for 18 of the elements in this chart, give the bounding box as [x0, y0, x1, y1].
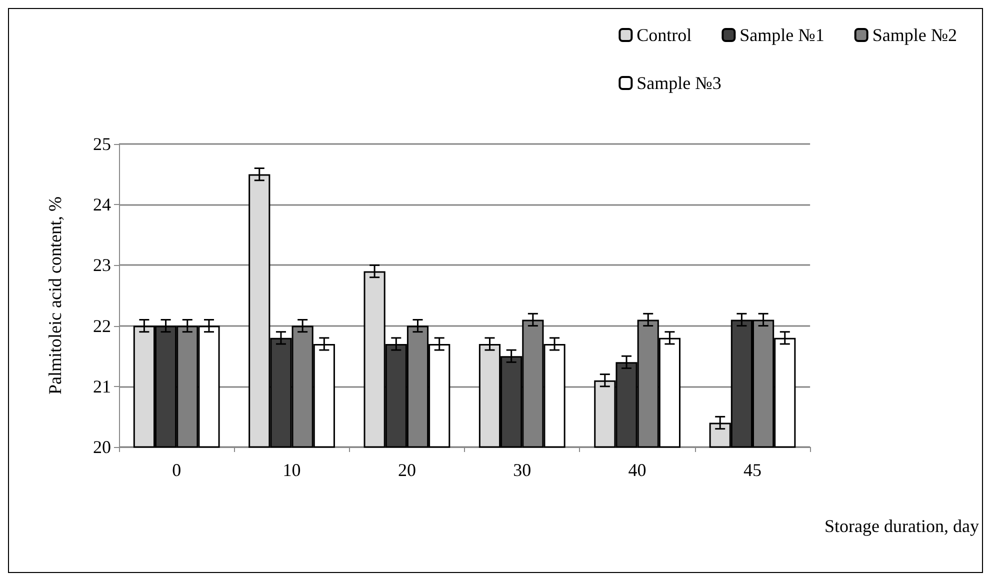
y-tick-label: 21	[93, 376, 111, 396]
y-tick-label: 23	[93, 255, 111, 276]
y-tick-label: 20	[93, 437, 111, 457]
y-axis-title: Palmitoleic acid content, %	[45, 196, 65, 394]
x-tick-label: 45	[743, 460, 762, 480]
x-tick-label: 0	[172, 460, 182, 480]
x-axis-title: Storage duration, day	[824, 516, 980, 536]
legend-label: Sample №3	[636, 73, 722, 93]
legend-label: Sample №2	[872, 25, 958, 45]
y-tick-label: 25	[93, 134, 111, 154]
x-tick-label: 40	[628, 460, 646, 480]
y-tick-label: 22	[93, 316, 111, 336]
legend-label: Control	[636, 25, 692, 45]
x-tick-label: 10	[282, 460, 301, 480]
x-tick-label: 30	[513, 460, 532, 480]
x-tick-label: 20	[398, 460, 416, 480]
y-tick-label: 24	[93, 194, 111, 215]
legend-label: Sample №1	[740, 25, 824, 45]
